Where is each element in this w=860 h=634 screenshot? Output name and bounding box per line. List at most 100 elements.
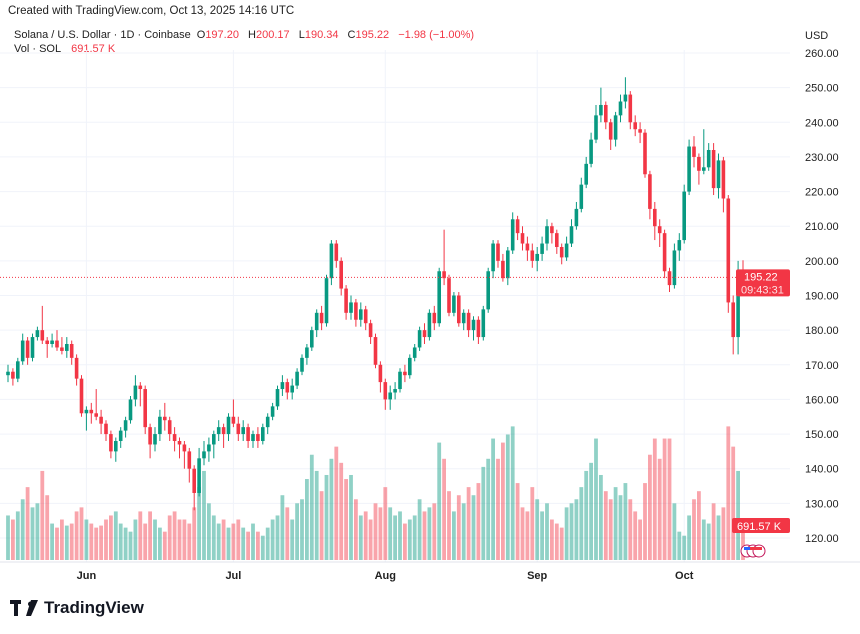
volume-bar bbox=[275, 515, 280, 560]
candle-body bbox=[79, 378, 84, 414]
volume-bar bbox=[55, 527, 59, 560]
volume-bar bbox=[486, 458, 491, 560]
candle-body bbox=[398, 371, 402, 390]
candle-body bbox=[290, 385, 294, 393]
last-price-label: 195.22 09:43:31 bbox=[736, 269, 790, 297]
candle-body bbox=[427, 312, 432, 338]
candle-body bbox=[60, 347, 64, 351]
volume-bar bbox=[481, 466, 486, 560]
volume-bar bbox=[456, 495, 461, 560]
volume-bar bbox=[74, 511, 79, 560]
candle-body bbox=[373, 337, 378, 365]
volume-bar bbox=[496, 458, 500, 560]
candle-body bbox=[246, 427, 250, 442]
volume-bar bbox=[69, 523, 74, 560]
open-number: 197.20 bbox=[205, 29, 239, 41]
high-value: H200.17 bbox=[248, 29, 293, 41]
candle-body bbox=[653, 208, 657, 227]
candle-body bbox=[589, 139, 593, 164]
candle-body bbox=[109, 434, 113, 452]
volume-bar bbox=[687, 515, 691, 560]
volume-bar bbox=[628, 499, 633, 560]
volume-bar bbox=[520, 507, 525, 560]
volume-bar bbox=[270, 519, 275, 560]
candle-body bbox=[643, 132, 647, 175]
volume-bar bbox=[706, 523, 711, 560]
volume-bar bbox=[211, 515, 216, 560]
chart-legend: Solana / U.S. Dollar · 1D · Coinbase O19… bbox=[14, 28, 477, 56]
candle-body bbox=[344, 288, 348, 313]
volume-bar bbox=[554, 523, 559, 560]
candle-body bbox=[216, 427, 221, 435]
candle-body bbox=[677, 240, 682, 251]
candle-body bbox=[417, 330, 422, 348]
price-chart[interactable]: 260.00 250.00 240.00 230.00 220.00 210.00 200.… bbox=[0, 0, 860, 590]
volume-bar bbox=[300, 499, 304, 560]
volume-bars bbox=[6, 426, 745, 560]
volume-bar bbox=[158, 527, 162, 560]
volume-bar bbox=[192, 507, 197, 560]
volume-bar bbox=[314, 470, 319, 560]
candle-body bbox=[731, 302, 735, 338]
candle-body bbox=[163, 416, 167, 421]
volume-bar bbox=[368, 519, 373, 560]
volume-bar bbox=[535, 499, 540, 560]
candle-body bbox=[261, 427, 265, 442]
volume-bar bbox=[603, 491, 608, 560]
time-axis[interactable]: Jun Jul Aug Sep Oct bbox=[77, 570, 694, 582]
candle-body bbox=[633, 122, 637, 130]
high-label: H bbox=[248, 29, 256, 41]
price-axis[interactable]: 260.00 250.00 240.00 230.00 220.00 210.00 200.… bbox=[805, 48, 839, 545]
symbol-title: Solana / U.S. Dollar · 1D · Coinbase bbox=[14, 29, 191, 41]
volume-bar bbox=[226, 527, 231, 560]
candle-body bbox=[30, 337, 35, 358]
candle-body bbox=[349, 302, 353, 313]
y-tick-label: 200.00 bbox=[805, 256, 839, 268]
volume-bar bbox=[461, 503, 466, 560]
x-tick-label: Sep bbox=[527, 570, 547, 582]
candle-body bbox=[363, 309, 368, 324]
volume-bar bbox=[241, 527, 246, 560]
grid bbox=[0, 50, 790, 562]
volume-bar bbox=[295, 503, 299, 560]
candle-body bbox=[388, 392, 392, 400]
volume-bar bbox=[442, 458, 446, 560]
volume-bar bbox=[711, 503, 716, 560]
candle-body bbox=[158, 416, 162, 435]
candle-body bbox=[118, 430, 123, 442]
candle-body bbox=[16, 361, 20, 379]
candle-body bbox=[295, 371, 299, 386]
volume-bar bbox=[162, 531, 167, 560]
volume-bar bbox=[251, 523, 255, 560]
volume-bar bbox=[118, 523, 123, 560]
y-tick-label: 190.00 bbox=[805, 291, 839, 303]
volume-label: Vol · SOL bbox=[14, 43, 62, 55]
candle-body bbox=[628, 94, 633, 123]
candle-body bbox=[555, 233, 559, 248]
events-flag-icon[interactable] bbox=[740, 544, 766, 558]
candle-body bbox=[172, 434, 177, 442]
y-tick-label: 210.00 bbox=[805, 221, 839, 233]
tradingview-logo: TradingView bbox=[10, 598, 144, 618]
volume-bar bbox=[246, 531, 250, 560]
candle-body bbox=[721, 160, 726, 199]
volume-bar bbox=[447, 491, 451, 560]
volume-bar bbox=[623, 483, 628, 560]
volume-bar bbox=[143, 523, 148, 560]
candle-body bbox=[618, 101, 623, 116]
candle-body bbox=[525, 243, 530, 251]
volume-legend: Vol · SOL 691.57 K bbox=[14, 42, 477, 56]
candle-body bbox=[383, 382, 388, 400]
volume-bar bbox=[177, 519, 182, 560]
volume-bar bbox=[393, 515, 397, 560]
candle-body bbox=[481, 309, 486, 338]
candle-body bbox=[403, 371, 407, 376]
volume-bar bbox=[221, 519, 226, 560]
candle-body bbox=[540, 243, 544, 254]
candle-body bbox=[613, 115, 618, 140]
candle-body bbox=[305, 347, 309, 358]
high-number: 200.17 bbox=[255, 29, 290, 41]
tradingview-logo-icon bbox=[10, 600, 38, 616]
volume-bar bbox=[726, 426, 731, 560]
candle-body bbox=[393, 389, 397, 393]
